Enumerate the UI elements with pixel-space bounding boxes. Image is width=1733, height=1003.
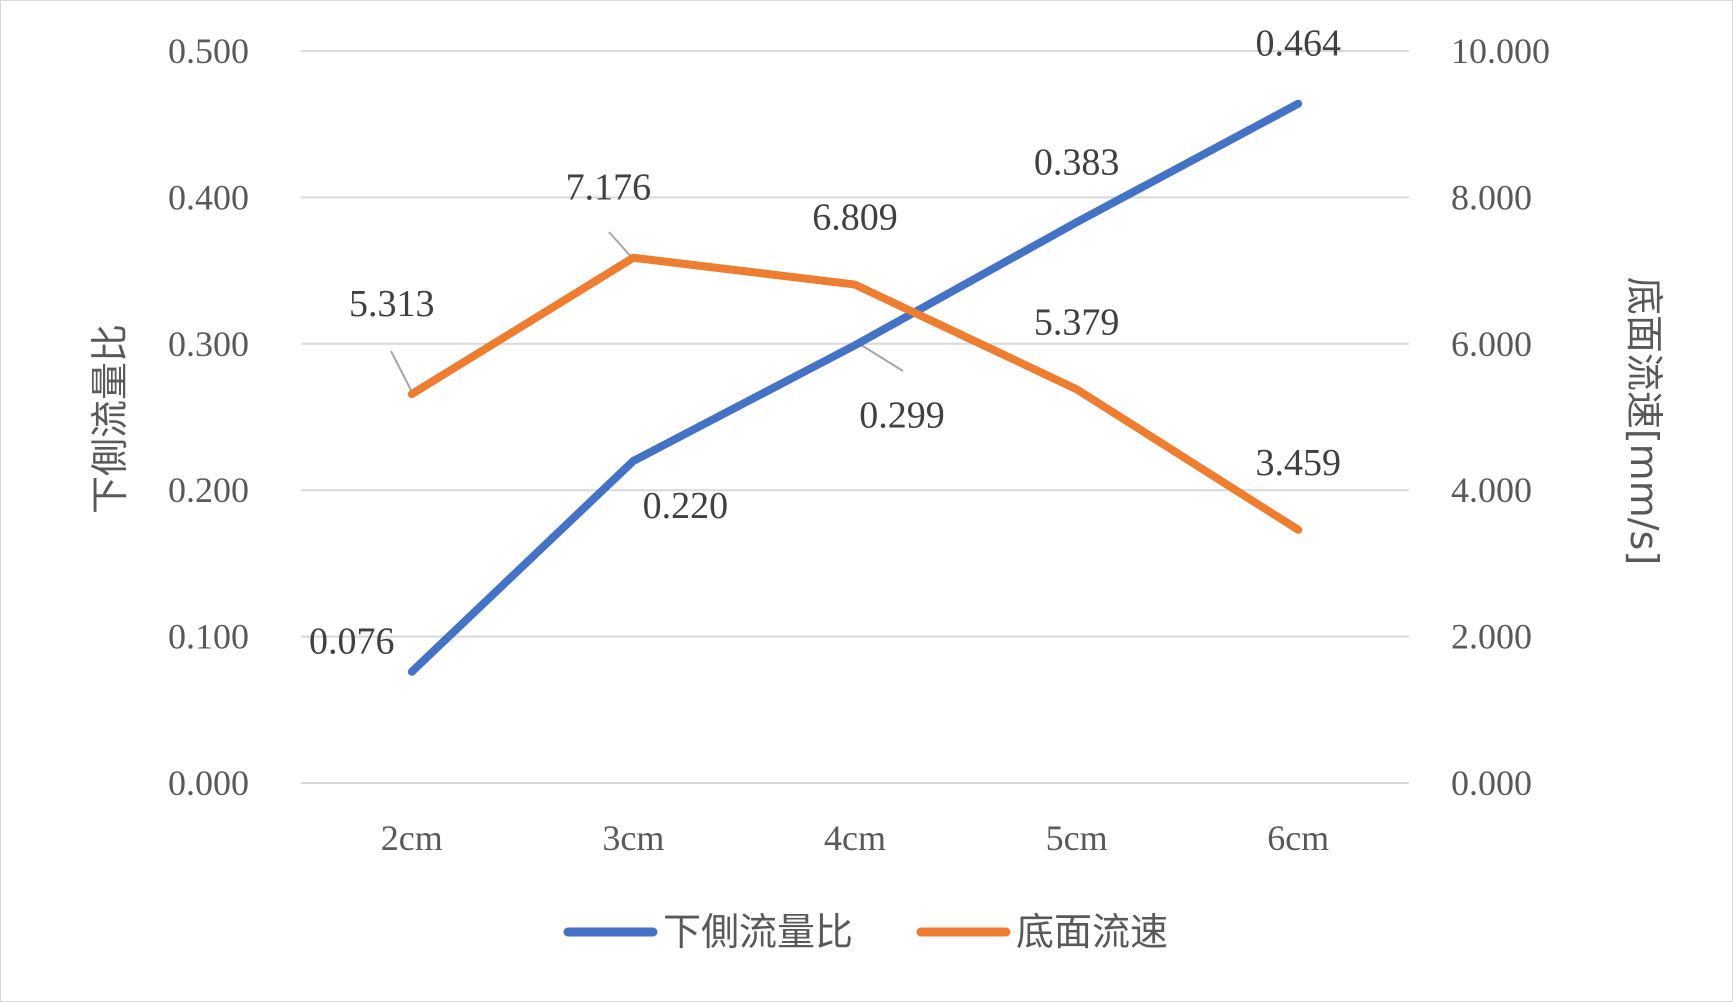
legend-label-bottom-velocity: 底面流速: [1016, 910, 1168, 954]
data-label: 0.299: [859, 394, 945, 436]
category-tick-label: 4cm: [824, 818, 886, 858]
data-label: 5.379: [1034, 301, 1120, 343]
category-tick-label: 2cm: [381, 818, 443, 858]
data-label: 0.220: [643, 485, 729, 527]
left-tick-label: 0.500: [168, 31, 249, 71]
left-tick-label: 0.000: [168, 763, 249, 803]
data-label-leader-line: [857, 342, 904, 372]
series-line-1: [407, 253, 1303, 534]
data-label-leader-line: [608, 231, 634, 260]
left-axis-title: 下側流量比: [88, 324, 132, 514]
data-label: 5.313: [349, 283, 435, 325]
category-tick-label: 6cm: [1267, 818, 1329, 858]
legend-label-lower-flow-ratio: 下側流量比: [663, 910, 853, 954]
label-leader-lines: [390, 231, 904, 395]
legend: 下側流量比 底面流速: [563, 910, 1168, 954]
right-axis-title: 底面流速[mm/s]: [1622, 277, 1666, 565]
right-tick-label: 0.000: [1451, 763, 1532, 803]
right-tick-label: 8.000: [1451, 177, 1532, 217]
right-tick-label: 6.000: [1451, 324, 1532, 364]
series-lines: [407, 99, 1303, 676]
left-tick-label: 0.100: [168, 617, 249, 657]
series-line-0: [407, 99, 1303, 676]
data-label-leader-line: [390, 350, 414, 395]
data-label: 0.383: [1034, 141, 1120, 183]
category-axis-ticks: 2cm 3cm 4cm 5cm 6cm: [381, 818, 1329, 858]
gridlines: [301, 50, 1409, 784]
left-tick-label: 0.200: [168, 470, 249, 510]
data-label: 7.176: [566, 167, 652, 209]
left-tick-label: 0.400: [168, 177, 249, 217]
right-tick-label: 10.000: [1451, 31, 1550, 71]
right-axis-ticks: 0.000 2.000 4.000 6.000 8.000 10.000: [1451, 31, 1550, 803]
category-tick-label: 3cm: [602, 818, 664, 858]
right-tick-label: 2.000: [1451, 617, 1532, 657]
left-axis-ticks: 0.000 0.100 0.200 0.300 0.400 0.500: [168, 31, 249, 803]
data-label: 6.809: [812, 197, 898, 239]
left-tick-label: 0.300: [168, 324, 249, 364]
right-tick-label: 4.000: [1451, 470, 1532, 510]
data-label: 0.464: [1255, 23, 1341, 65]
data-label: 3.459: [1255, 442, 1341, 484]
data-label: 0.076: [309, 621, 395, 663]
category-tick-label: 5cm: [1046, 818, 1108, 858]
data-labels: 0.076 0.220 0.299 0.383 0.464 5.313 7.176 6.809…: [309, 23, 1341, 663]
